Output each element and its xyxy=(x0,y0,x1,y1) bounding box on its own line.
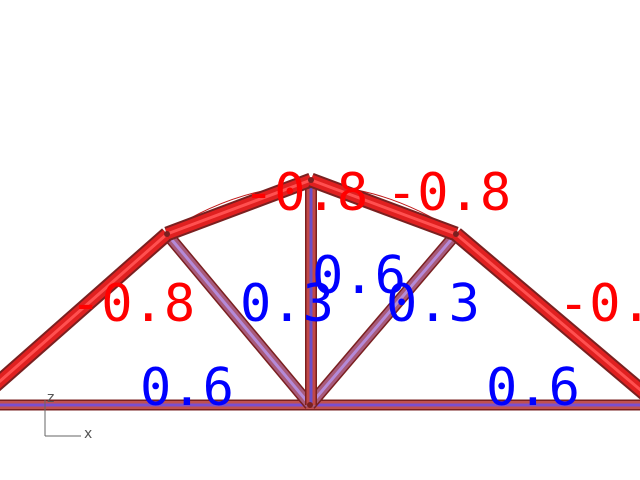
node-left-top[interactable] xyxy=(164,231,170,237)
member-top-chord-left-outer[interactable] xyxy=(0,228,172,392)
force-label-bottom-left: 0.6 xyxy=(140,358,234,418)
node-bottom-center[interactable] xyxy=(307,402,313,408)
member-diagonal-right[interactable] xyxy=(305,230,461,409)
force-label-vertical: 0.6 xyxy=(312,246,406,306)
force-label-bottom-right: 0.6 xyxy=(486,358,580,418)
force-label-diagonal-right: 0.3 xyxy=(386,274,480,334)
member-top-chord-right-outer[interactable] xyxy=(451,228,640,400)
force-label-top-left-outer: -0.8 xyxy=(70,274,195,334)
node-right-top[interactable] xyxy=(453,231,459,237)
node-apex[interactable] xyxy=(308,177,314,183)
member-diagonal-left[interactable] xyxy=(162,230,315,409)
axis-triad: z x xyxy=(44,390,92,442)
force-label-diagonal-left: 0.3 xyxy=(240,274,334,334)
member-top-chord-left-inner[interactable] xyxy=(164,172,314,242)
force-label-top-right-outer: -0. xyxy=(558,274,640,334)
x-axis-label: x xyxy=(84,426,92,442)
force-label-top-left-inner: -0.8 xyxy=(243,163,368,223)
force-label-top-right-inner: -0.8 xyxy=(386,163,511,223)
z-axis-label: z xyxy=(47,390,54,406)
member-top-chord-right-inner[interactable] xyxy=(308,172,459,242)
